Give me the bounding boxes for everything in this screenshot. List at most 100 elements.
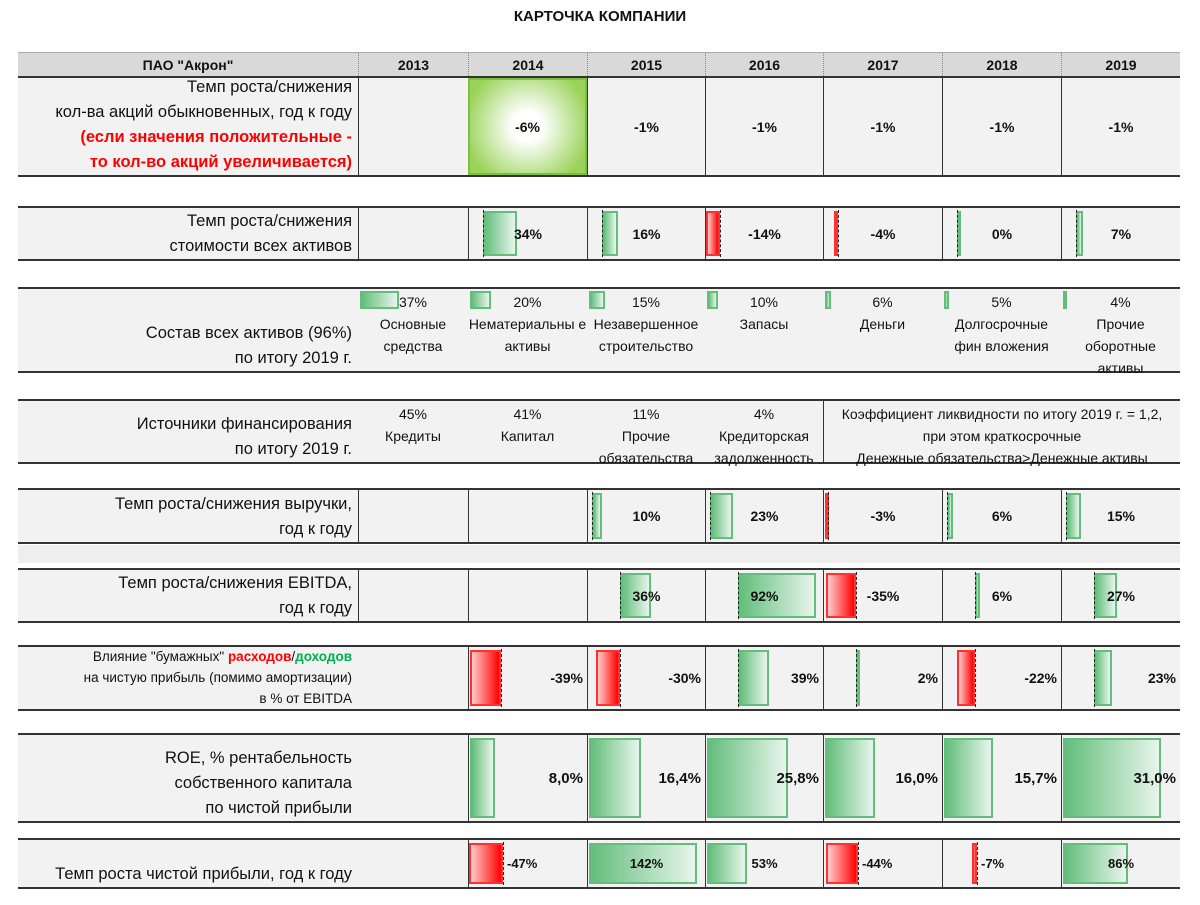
ebitda-cell: 27% (1061, 570, 1180, 621)
bar-axis (620, 649, 621, 707)
bar-axis (1066, 492, 1067, 540)
structure-item: 6% Деньги (823, 289, 942, 371)
paper-cell: 23% (1061, 647, 1180, 709)
positive-bar (975, 573, 981, 618)
share-bar (1063, 291, 1068, 309)
assets_growth-cell: 0% (942, 208, 1061, 259)
negative-bar (971, 843, 977, 884)
value-text: -47% (507, 856, 538, 871)
row-label: Темп роста/снижения выручки, год к году (18, 490, 358, 542)
label-line: Источники финансирования (136, 415, 352, 433)
value-text: 39% (790, 670, 819, 686)
value-text: 53% (751, 856, 778, 871)
year-header: 2013 (358, 53, 468, 76)
shares-value: -1% (705, 78, 823, 175)
financing-name: Капитал (500, 428, 555, 444)
label-line: стоимости всех активов (169, 237, 353, 255)
negative-bar (596, 650, 620, 706)
note-line: при этом краткосрочные (922, 428, 1082, 444)
value-text: -1% (634, 118, 659, 135)
share-value: 37% (398, 294, 428, 310)
value-text: 15,7% (1014, 769, 1057, 787)
share-bar (470, 291, 491, 309)
value-text: 8,0% (548, 769, 583, 787)
value-text: -30% (668, 670, 701, 686)
income-word: доходов (295, 649, 352, 664)
year-header: 2015 (587, 53, 705, 76)
positive-bar (1094, 650, 1113, 706)
share-name: Запасы (739, 316, 789, 332)
paper-cell: -22% (942, 647, 1061, 709)
financing-value: 11% (632, 406, 660, 422)
value-text: 16% (632, 225, 661, 242)
positive-bar (710, 493, 733, 539)
ebitda-row: Темп роста/снижения EBITDA, год к году 36%… (18, 568, 1180, 623)
value-text: -14% (748, 225, 781, 242)
shares-value: -1% (823, 78, 942, 175)
assets_growth-cell: -14% (705, 208, 823, 259)
roe-cell: 16,0% (823, 735, 942, 821)
bar-axis (957, 210, 958, 257)
negative-bar (834, 211, 838, 256)
bar-axis (947, 492, 948, 540)
paper-effects-row: Влияние "бумажных" расходов/доходов на чи… (18, 645, 1180, 711)
assets_growth-cell: 34% (468, 208, 587, 259)
negative-bar (826, 573, 856, 618)
value-text: 6% (991, 508, 1013, 524)
shares-value (358, 78, 468, 175)
page-title: КАРТОЧКА КОМПАНИИ (513, 8, 687, 25)
label-line: Темп роста/снижения выручки, (114, 495, 352, 513)
net-profit-cell: -7% (942, 840, 1061, 887)
note-line: Денежные обязательства>Денежные активы (856, 450, 1148, 466)
note-line: Коэффициент ликвидности по итогу 2019 г.… (841, 406, 1163, 422)
assets-structure-row: Состав всех активов (96%) по итогу 2019 г… (18, 287, 1180, 376)
bar-axis (501, 649, 502, 707)
share-value: 4% (1110, 294, 1131, 310)
paper-cell: 2% (823, 647, 942, 709)
positive-bar (738, 573, 817, 618)
net-profit-cell: -47% (468, 840, 587, 887)
revenue-row: Темп роста/снижения выручки, год к году 10… (18, 488, 1180, 544)
value-text: 36% (632, 587, 661, 604)
positive-bar (825, 738, 876, 818)
shares-value: -1% (942, 78, 1061, 175)
value-text: 27% (1106, 587, 1136, 604)
structure-item: 20% Нематериальны е активы (468, 289, 587, 371)
value-text: 23% (750, 508, 779, 524)
assets_growth-cell: -4% (823, 208, 942, 259)
shares-value: -1% (1061, 78, 1180, 175)
share-bar (944, 291, 950, 309)
financing-name: Кредиторская задолженность (714, 428, 814, 466)
share-bar (825, 291, 832, 309)
financing-item: 45% Кредиты (358, 401, 468, 462)
roe-cell: 15,7% (942, 735, 1061, 821)
revenue-cell: 15% (1061, 490, 1180, 542)
label-line: на чистую прибыль (помимо амортизации) (83, 670, 352, 685)
roe-cell: 16,4% (587, 735, 705, 821)
label-line: собственного капитала (174, 774, 352, 792)
bar-axis (1094, 649, 1095, 707)
assets-growth-row: Темп роста/снижения стоимости всех активо… (18, 206, 1180, 261)
financing-value: 4% (753, 406, 775, 422)
value-text: 16,4% (658, 769, 701, 787)
positive-bar (707, 738, 789, 818)
value-text: 86% (1107, 856, 1135, 871)
assets_growth-cell: 7% (1061, 208, 1180, 259)
separator-band (18, 545, 1180, 563)
company-name: ПАО "Акрон" (142, 56, 234, 73)
paper-cell: -30% (587, 647, 705, 709)
value-text: -3% (870, 508, 896, 524)
share-name: Деньги (859, 316, 906, 332)
ebitda-cell: 6% (942, 570, 1061, 621)
bar-axis (975, 572, 976, 619)
bar-axis (856, 572, 857, 619)
label-line: Состав всех активов (96%) (145, 324, 352, 342)
negative-bar (469, 843, 503, 884)
paper-cell: 39% (705, 647, 823, 709)
positive-bar (957, 211, 961, 256)
share-value: 5% (991, 294, 1012, 310)
share-bar (360, 291, 399, 309)
row-label: Темп роста/снижения EBITDA, год к году (18, 570, 358, 621)
year-header: 2016 (705, 53, 823, 76)
share-name: Долгосрочные фин вложения (954, 316, 1049, 354)
